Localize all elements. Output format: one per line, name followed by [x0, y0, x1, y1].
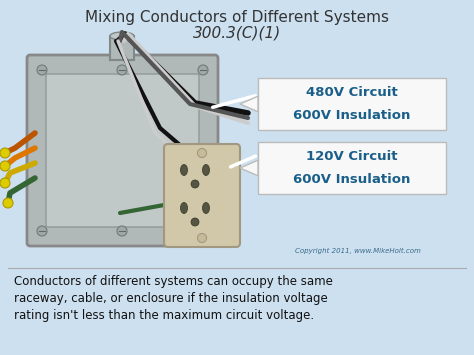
Circle shape [3, 198, 13, 208]
Text: raceway, cable, or enclosure if the insulation voltage: raceway, cable, or enclosure if the insu… [14, 292, 328, 305]
Circle shape [198, 65, 208, 75]
Ellipse shape [110, 32, 134, 40]
Circle shape [0, 178, 10, 188]
Text: 300.3(C)(1): 300.3(C)(1) [193, 26, 281, 41]
Circle shape [117, 65, 127, 75]
Circle shape [0, 148, 10, 158]
Circle shape [0, 161, 10, 171]
FancyBboxPatch shape [46, 74, 199, 227]
Text: 600V Insulation: 600V Insulation [293, 109, 410, 122]
Text: Conductors of different systems can occupy the same: Conductors of different systems can occu… [14, 275, 333, 288]
Ellipse shape [202, 164, 210, 175]
Text: 600V Insulation: 600V Insulation [293, 173, 410, 186]
Circle shape [117, 226, 127, 236]
Circle shape [198, 226, 208, 236]
Text: Mixing Conductors of Different Systems: Mixing Conductors of Different Systems [85, 10, 389, 25]
Circle shape [191, 180, 199, 188]
Text: 120V Circuit: 120V Circuit [306, 150, 398, 163]
FancyBboxPatch shape [164, 144, 240, 247]
Bar [110, 36, 134, 60]
Circle shape [198, 234, 207, 242]
Ellipse shape [181, 164, 188, 175]
Ellipse shape [202, 202, 210, 213]
Text: Copyright 2011, www.MikeHolt.com: Copyright 2011, www.MikeHolt.com [295, 248, 421, 254]
Polygon shape [240, 96, 258, 112]
Circle shape [198, 148, 207, 158]
Polygon shape [240, 160, 258, 176]
FancyBboxPatch shape [258, 142, 446, 194]
Ellipse shape [181, 202, 188, 213]
Circle shape [37, 65, 47, 75]
FancyBboxPatch shape [258, 78, 446, 130]
Circle shape [37, 226, 47, 236]
Text: 480V Circuit: 480V Circuit [306, 86, 398, 99]
Circle shape [191, 218, 199, 226]
FancyBboxPatch shape [27, 55, 218, 246]
Text: rating isn't less than the maximum circuit voltage.: rating isn't less than the maximum circu… [14, 309, 314, 322]
